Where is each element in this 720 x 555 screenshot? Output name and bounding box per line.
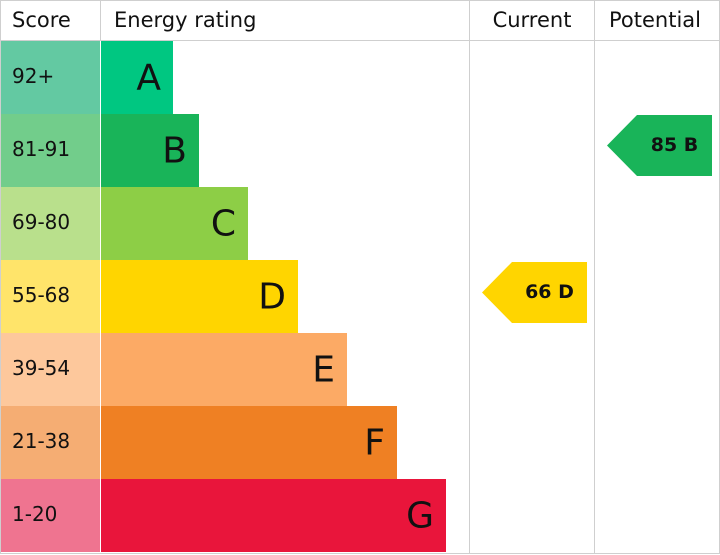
potential-arrow (607, 115, 712, 176)
potential-label: 85 B (651, 134, 699, 156)
score-range: 55-68 (12, 283, 70, 307)
rating-letter: C (211, 204, 236, 245)
score-cell (1, 406, 100, 479)
score-cell (1, 187, 100, 260)
rating-letter: G (406, 496, 434, 537)
score-cell (1, 333, 100, 406)
header-current: Current (493, 8, 572, 32)
score-cell (1, 114, 100, 187)
rating-letter: A (136, 58, 161, 99)
score-range: 21-38 (12, 429, 70, 453)
rating-bar (101, 114, 199, 187)
rating-letter: B (162, 131, 187, 172)
score-range: 1-20 (12, 502, 57, 526)
rating-letter: E (312, 350, 335, 391)
rating-bar (101, 187, 248, 260)
score-cell (1, 479, 100, 552)
score-cell (1, 41, 100, 114)
rating-letter: F (364, 423, 385, 464)
score-range: 92+ (12, 64, 54, 88)
rating-bar (101, 406, 397, 479)
rating-bar (101, 333, 347, 406)
rating-bar (101, 260, 298, 333)
rating-letter: D (258, 277, 286, 318)
score-cell (1, 260, 100, 333)
rating-bar (101, 479, 446, 552)
rating-bar (101, 41, 173, 114)
score-range: 69-80 (12, 210, 70, 234)
current-arrow (482, 262, 587, 323)
score-range: 39-54 (12, 356, 70, 380)
header-potential: Potential (609, 8, 701, 32)
current-label: 66 D (525, 281, 574, 303)
score-range: 81-91 (12, 137, 70, 161)
header-score: Score (12, 8, 71, 32)
header-rating: Energy rating (114, 8, 256, 32)
